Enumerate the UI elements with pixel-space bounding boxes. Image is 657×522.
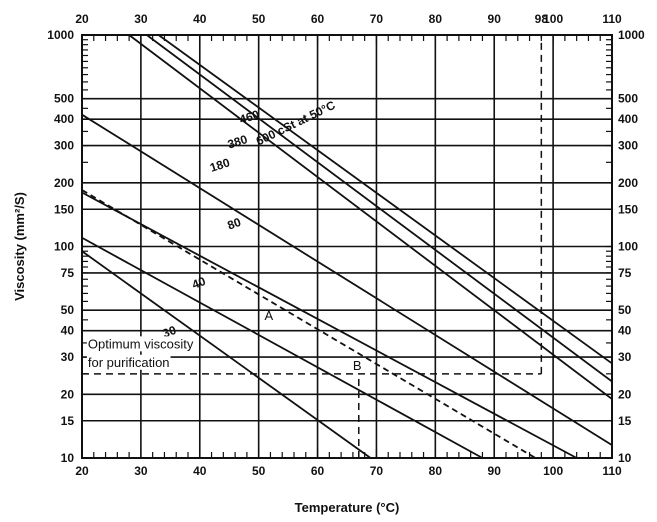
grid — [82, 35, 612, 458]
series-line-180 — [81, 113, 613, 446]
y-tick-label-left: 100 — [54, 240, 74, 254]
series-label-380: 380 — [226, 132, 250, 152]
x-tick-label-top: 110 — [602, 12, 622, 26]
y-axis-title: Viscosity (mm²/S) — [12, 192, 27, 301]
x-tick-label-bottom: 50 — [252, 464, 266, 478]
series-line-460 — [146, 34, 613, 383]
series-line-20 — [81, 250, 372, 459]
y-tick-label-left: 400 — [54, 112, 74, 126]
y-tick-label-right: 150 — [618, 202, 638, 216]
x-tick-label-top: 40 — [193, 12, 207, 26]
y-tick-label-left: 20 — [61, 387, 75, 401]
x-tick-label-bottom: 100 — [543, 464, 563, 478]
y-tick-label-right: 300 — [618, 139, 638, 153]
x-tick-label-top: 100 — [543, 12, 563, 26]
x-tick-label-bottom: 70 — [370, 464, 384, 478]
x-tick-label-bottom: 60 — [311, 464, 325, 478]
y-tick-label-right: 100 — [618, 240, 638, 254]
x-axis-title: Temperature (°C) — [295, 500, 400, 515]
x-tick-label-top: 80 — [429, 12, 443, 26]
series-label-40: 40 — [190, 274, 208, 292]
x-tick-label-top: 98 — [535, 12, 549, 26]
y-tick-label-right: 15 — [618, 414, 632, 428]
x-tick-label-top: 20 — [75, 12, 89, 26]
y-tick-label-left: 200 — [54, 176, 74, 190]
series-line-600-cst-at-50-c — [158, 34, 613, 365]
y-tick-label-right: 10 — [618, 451, 632, 465]
annotation-background — [86, 336, 195, 352]
annotation-optimum-viscosity: Optimum viscosity — [88, 336, 194, 351]
series-line-80 — [81, 191, 578, 459]
tick-marks — [81, 34, 613, 459]
y-tick-label-left: 40 — [61, 324, 75, 338]
y-tick-label-left: 30 — [61, 350, 75, 364]
x-tick-label-top: 30 — [134, 12, 148, 26]
y-tick-label-left: 300 — [54, 139, 74, 153]
y-tick-label-left: 1000 — [47, 28, 74, 42]
x-tick-label-top: 70 — [370, 12, 384, 26]
series-line-40 — [81, 189, 536, 459]
y-tick-label-right: 20 — [618, 387, 632, 401]
y-tick-label-left: 10 — [61, 451, 75, 465]
reference-lines — [82, 35, 543, 458]
y-tick-label-right: 30 — [618, 350, 632, 364]
annotation-b: B — [353, 358, 362, 373]
y-tick-label-right: 200 — [618, 176, 638, 190]
y-tick-label-left: 150 — [54, 202, 74, 216]
series-line-30 — [81, 236, 483, 459]
x-tick-label-top: 50 — [252, 12, 266, 26]
y-tick-label-right: 1000 — [618, 28, 645, 42]
series-label-30: 30 — [161, 323, 179, 341]
annotation-background — [86, 354, 171, 370]
y-tick-label-left: 500 — [54, 92, 74, 106]
annotation-a: A — [265, 308, 274, 323]
x-tick-label-top: 90 — [488, 12, 502, 26]
y-tick-label-left: 15 — [61, 414, 75, 428]
y-tick-label-right: 40 — [618, 324, 632, 338]
x-tick-label-bottom: 80 — [429, 464, 443, 478]
x-tick-label-bottom: 30 — [134, 464, 148, 478]
y-tick-label-right: 75 — [618, 266, 632, 280]
series-line-380 — [128, 34, 613, 400]
x-tick-label-bottom: 90 — [488, 464, 502, 478]
annotations: Optimum viscosity for purification A B — [86, 308, 362, 373]
x-tick-label-top: 60 — [311, 12, 325, 26]
y-tick-label-left: 50 — [61, 303, 75, 317]
series-label-180: 180 — [208, 155, 232, 175]
series-label-460: 460 — [238, 107, 262, 127]
series-layer — [81, 34, 613, 459]
tick-labels: 20 30 40 50 60 70 80 90 100 110 20 30 40 50 60 70 80 90 98… — [47, 12, 645, 478]
x-tick-label-bottom: 40 — [193, 464, 207, 478]
y-tick-label-right: 500 — [618, 92, 638, 106]
y-tick-label-right: 50 — [618, 303, 632, 317]
y-tick-label-right: 400 — [618, 112, 638, 126]
series-label-80: 80 — [225, 215, 243, 233]
x-tick-label-bottom: 110 — [602, 464, 622, 478]
x-tick-label-bottom: 20 — [75, 464, 89, 478]
annotation-for-purification: for purification — [88, 355, 170, 370]
y-tick-label-left: 75 — [61, 266, 75, 280]
